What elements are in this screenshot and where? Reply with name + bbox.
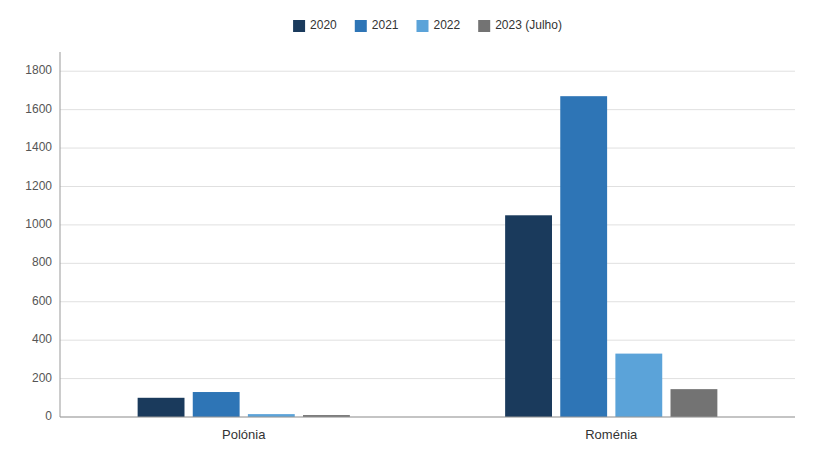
background: [0, 0, 819, 461]
bar: [560, 96, 607, 417]
y-tick-label: 1000: [25, 217, 52, 231]
legend-item: 2020: [293, 18, 337, 32]
x-tick-label: Polónia: [222, 427, 266, 442]
grid-line: [60, 186, 795, 187]
grid-line: [60, 148, 795, 149]
grid-line: [60, 378, 795, 379]
grid-line: [60, 417, 795, 418]
legend-item: 2023 (Julho): [478, 18, 562, 32]
y-tick-label: 1800: [25, 63, 52, 77]
x-axis: Polónia Roménia: [60, 417, 795, 442]
legend-swatch: [416, 20, 428, 32]
legend-label: 2023 (Julho): [495, 18, 562, 32]
grid-line: [60, 224, 795, 225]
legend-swatch: [293, 20, 305, 32]
x-tick-label: Roménia: [585, 427, 638, 442]
y-tick-label: 200: [32, 371, 52, 385]
legend-label: 2022: [433, 18, 460, 32]
legend-label: 2021: [372, 18, 399, 32]
grid-line: [60, 71, 795, 72]
y-tick-label: 1400: [25, 140, 52, 154]
chart: 0 200 400 600 800 1000 1200 1400 1600 1800 Polónia…: [0, 0, 819, 461]
grid-line: [60, 263, 795, 264]
y-tick-label: 600: [32, 294, 52, 308]
y-tick-label: 400: [32, 332, 52, 346]
bars: [138, 96, 718, 417]
bar: [615, 354, 662, 417]
legend-item: 2022: [416, 18, 460, 32]
grid-line: [60, 301, 795, 302]
x-axis-line: [60, 417, 795, 418]
y-tick-label: 800: [32, 255, 52, 269]
grid-line: [60, 109, 795, 110]
bar: [138, 398, 185, 417]
legend-label: 2020: [310, 18, 337, 32]
legend-item: 2021: [355, 18, 399, 32]
y-tick-label: 1200: [25, 179, 52, 193]
bar: [193, 392, 240, 417]
bar: [505, 215, 552, 417]
legend: 2020 2021 2022 2023 (Julho): [293, 18, 562, 32]
legend-swatch: [478, 20, 490, 32]
grid-line: [60, 340, 795, 341]
y-tick-label: 0: [45, 409, 52, 423]
y-axis-line: [60, 52, 61, 417]
y-tick-label: 1600: [25, 102, 52, 116]
y-axis: 0 200 400 600 800 1000 1200 1400 1600 1800: [25, 52, 795, 423]
legend-swatch: [355, 20, 367, 32]
bar: [671, 389, 718, 417]
